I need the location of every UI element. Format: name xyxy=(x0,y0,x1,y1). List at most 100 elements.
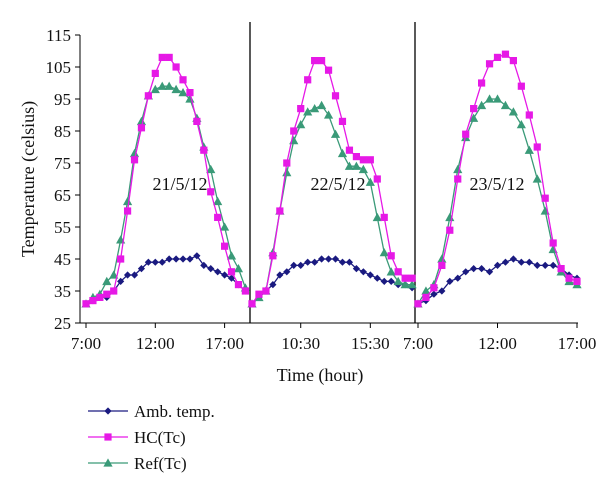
data-point xyxy=(470,265,478,273)
data-point xyxy=(509,255,517,263)
data-point xyxy=(430,290,438,298)
data-point xyxy=(493,53,502,61)
data-point xyxy=(130,271,139,279)
data-point xyxy=(338,258,347,266)
data-point xyxy=(366,156,374,164)
legend-marker xyxy=(104,407,112,415)
x-tick-label: 17:00 xyxy=(558,334,597,353)
data-point xyxy=(318,255,326,263)
data-point xyxy=(290,261,298,269)
data-point xyxy=(157,81,167,90)
data-point xyxy=(477,100,487,110)
y-tick-label: 65 xyxy=(54,186,71,205)
data-point xyxy=(221,242,229,250)
data-point xyxy=(241,287,249,295)
data-point xyxy=(96,293,104,301)
data-point xyxy=(445,212,455,222)
data-point xyxy=(359,156,367,164)
legend-label: Amb. temp. xyxy=(134,402,215,421)
panel-date-label: 22/5/12 xyxy=(310,174,365,194)
data-point xyxy=(276,207,284,215)
data-point xyxy=(524,145,534,154)
x-tick-label: 12:00 xyxy=(478,334,517,353)
data-point xyxy=(437,254,447,263)
data-point xyxy=(158,53,166,61)
y-tick-label: 25 xyxy=(54,314,71,333)
data-point xyxy=(324,255,333,263)
data-point xyxy=(144,92,152,100)
data-point xyxy=(151,258,159,266)
data-point xyxy=(207,188,215,196)
y-tick-label: 75 xyxy=(54,154,71,173)
data-point xyxy=(158,258,166,266)
data-point xyxy=(282,168,292,177)
data-point xyxy=(151,69,159,77)
data-point xyxy=(469,113,479,122)
series-layer xyxy=(81,50,582,308)
data-point xyxy=(408,274,416,282)
data-point xyxy=(421,286,431,295)
data-point xyxy=(525,111,533,119)
data-point xyxy=(422,293,430,301)
data-point xyxy=(144,258,152,266)
data-point xyxy=(533,143,541,151)
data-point xyxy=(110,287,118,295)
data-point xyxy=(352,265,360,273)
x-tick-label: 7:00 xyxy=(71,334,101,353)
data-point xyxy=(330,129,341,138)
data-point xyxy=(541,261,549,269)
data-point xyxy=(379,248,389,257)
data-point xyxy=(304,76,312,84)
data-point xyxy=(165,53,173,61)
data-point xyxy=(193,252,201,260)
data-point xyxy=(207,265,215,273)
data-point xyxy=(220,222,230,231)
panel-labels: 21/5/12 22/5/12 23/5/12 xyxy=(152,174,524,194)
data-point xyxy=(129,148,140,158)
data-point xyxy=(386,267,396,276)
data-point xyxy=(401,274,409,282)
data-point xyxy=(297,261,305,269)
data-point xyxy=(103,290,111,298)
data-point xyxy=(171,84,181,94)
x-tick-label: 7:00 xyxy=(403,334,433,353)
data-point xyxy=(283,268,291,276)
data-point xyxy=(200,261,208,269)
data-point xyxy=(549,261,557,269)
data-point xyxy=(438,287,446,295)
data-point xyxy=(172,255,180,263)
y-tick-label: 95 xyxy=(54,90,71,109)
data-point xyxy=(366,271,374,279)
y-tick-label: 55 xyxy=(54,218,71,237)
data-point xyxy=(345,146,354,154)
data-point xyxy=(358,164,368,174)
x-tick-label: 10:30 xyxy=(281,334,320,353)
data-point xyxy=(117,255,125,263)
data-point xyxy=(331,255,340,263)
data-point xyxy=(123,207,132,215)
data-point xyxy=(233,264,244,273)
data-point xyxy=(351,161,361,170)
data-point xyxy=(517,82,525,90)
data-point xyxy=(269,252,277,260)
data-point xyxy=(380,213,388,221)
data-point xyxy=(123,271,132,279)
data-point xyxy=(137,265,146,273)
data-point xyxy=(102,276,112,286)
x-tick-label: 15:30 xyxy=(351,334,390,353)
data-point xyxy=(89,297,97,305)
data-point xyxy=(186,255,194,263)
data-point xyxy=(393,276,403,286)
data-point xyxy=(214,213,222,221)
panel-date-label: 21/5/12 xyxy=(152,174,207,194)
data-point xyxy=(164,81,174,90)
data-point xyxy=(394,268,402,276)
panel-date-label: 23/5/12 xyxy=(469,174,524,194)
data-point xyxy=(462,130,470,138)
y-axis-title: Temperature (celsius) xyxy=(18,101,39,257)
data-point xyxy=(478,265,486,273)
data-point xyxy=(179,76,187,84)
data-point xyxy=(290,127,298,135)
y-tick-label: 85 xyxy=(54,122,71,141)
y-tick-label: 45 xyxy=(54,250,71,269)
